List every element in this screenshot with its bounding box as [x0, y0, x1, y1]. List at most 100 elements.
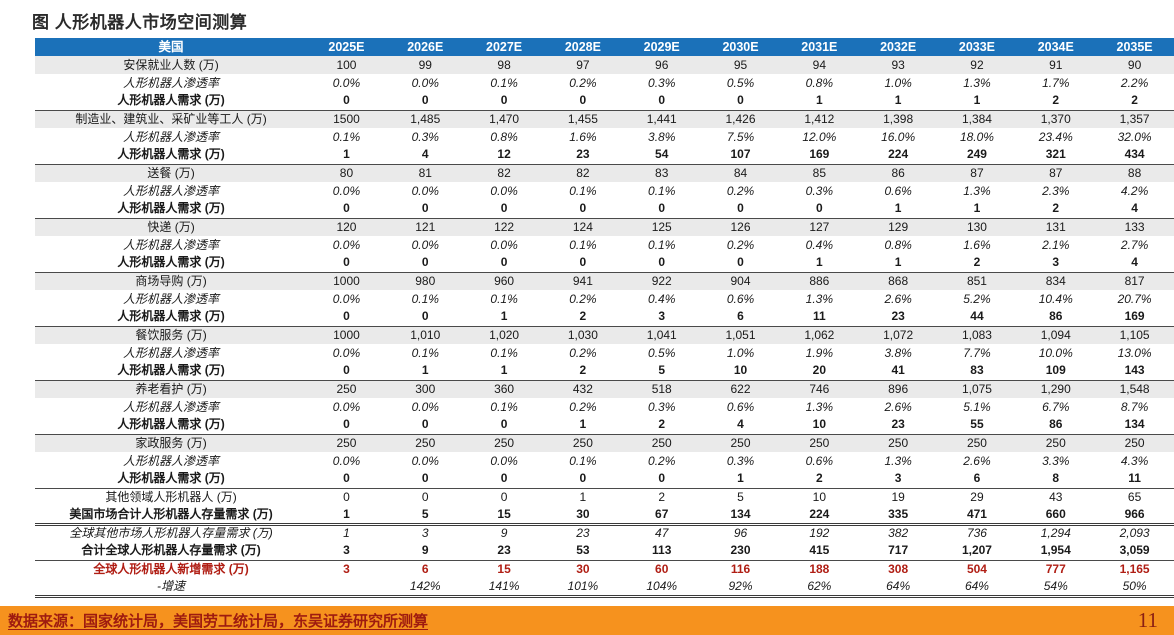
- header-year: 2034E: [1016, 38, 1096, 56]
- cell-value: 1.7%: [1042, 75, 1070, 90]
- cell-value: 15: [464, 506, 544, 526]
- cell-value: 1.9%: [805, 345, 833, 360]
- cell-value: 19: [891, 489, 905, 504]
- header-year: 2032E: [858, 38, 938, 56]
- cell-value: 0.8%: [805, 75, 833, 90]
- header-year: 2031E: [779, 38, 859, 56]
- cell-value: 12: [464, 146, 544, 165]
- cell-value: 20: [779, 362, 859, 381]
- cell-value: 0.2%: [726, 237, 755, 252]
- cell-value: 0.0%: [490, 183, 518, 198]
- row-label: 全球其他市场人形机器人存量需求 (万): [69, 526, 273, 541]
- cell-value: 904: [701, 272, 780, 290]
- cell-value: 0.5%: [648, 345, 676, 360]
- cell-value: 1,290: [1016, 380, 1096, 398]
- cell-value: 1: [385, 362, 465, 381]
- cell-value: 133: [1095, 218, 1174, 236]
- row-label: 人形机器人需求 (万): [35, 254, 308, 273]
- cell-value: 10.4%: [1038, 291, 1073, 306]
- row-label: 人形机器人需求 (万): [35, 92, 308, 111]
- cell-value: 224: [858, 146, 938, 165]
- cell-value: 129: [858, 218, 938, 236]
- cell-value: 65: [1127, 489, 1142, 504]
- cell-value: 0: [307, 254, 386, 273]
- cell-value: 0: [307, 362, 386, 381]
- cell-value: 0.0%: [332, 399, 361, 414]
- table-row: 人形机器人需求 (万) 0 0 0 0 0 0 0 1 1 2 4: [35, 200, 1174, 219]
- table-row: 全球人形机器人新增需求 (万) 3 6 15 30 60 116 188 308 504 777 1,…: [35, 560, 1174, 578]
- row-label: 人形机器人渗透率: [123, 129, 220, 144]
- cell-value: 0.2%: [648, 453, 676, 468]
- cell-value: 97: [543, 56, 623, 74]
- cell-value: 141%: [464, 578, 544, 598]
- cell-value: 107: [701, 146, 780, 165]
- cell-value: 0: [500, 489, 508, 504]
- cell-value: 60: [655, 561, 669, 576]
- cell-value: 250: [307, 434, 386, 452]
- cell-value: 1,384: [937, 110, 1017, 128]
- cell-value: 0.8%: [490, 129, 518, 144]
- cell-value: 127: [779, 218, 859, 236]
- row-label: 人形机器人渗透率: [123, 453, 220, 468]
- row-label: 安保就业人数 (万): [35, 56, 308, 74]
- cell-value: 250: [858, 434, 938, 452]
- cell-value: 0.1%: [490, 399, 518, 414]
- cell-value: 0.5%: [726, 75, 755, 90]
- table-row: 人形机器人需求 (万) 0 0 0 0 0 0 1 1 1 2 2: [35, 92, 1174, 111]
- cell-value: 125: [622, 218, 702, 236]
- table-row: 人形机器人需求 (万) 0 1 1 2 5 10 20 41 83 109 143: [35, 362, 1174, 381]
- cell-value: 2: [622, 416, 702, 435]
- cell-value: 471: [937, 506, 1017, 526]
- table-row: 美国市场合计人形机器人存量需求 (万) 1 5 15 30 67 134 224 335 471 6…: [35, 506, 1174, 526]
- cell-value: 1.3%: [805, 291, 833, 306]
- cell-value: 0: [385, 416, 465, 435]
- table-row: -增速 142% 141% 101% 104% 92% 62% 64% 64% 54% 50%: [35, 578, 1174, 598]
- cell-value: 82: [464, 164, 544, 182]
- cell-value: 2.1%: [1042, 237, 1070, 252]
- cell-value: 1,370: [1016, 110, 1096, 128]
- cell-value: 0.3%: [411, 129, 439, 144]
- cell-value: 2.6%: [884, 291, 912, 306]
- cell-value: 0: [421, 489, 429, 504]
- cell-value: 1: [464, 308, 544, 327]
- table-row: 合计全球人形机器人存量需求 (万) 3 9 23 53 113 230 415 717 1,207…: [35, 542, 1174, 561]
- row-label: 家政服务 (万): [35, 434, 308, 452]
- cell-value: 1: [343, 526, 350, 541]
- cell-value: 0: [543, 470, 623, 489]
- cell-value: 1: [307, 506, 386, 526]
- cell-value: 1: [858, 254, 938, 273]
- cell-value: 966: [1095, 506, 1174, 526]
- row-label: 其他领域人形机器人 (万): [105, 489, 237, 504]
- cell-value: 86: [1016, 308, 1096, 327]
- cell-value: 1: [937, 200, 1017, 219]
- cell-value: 0.1%: [569, 453, 597, 468]
- cell-value: 1,165: [1119, 561, 1150, 576]
- cell-value: 0.0%: [332, 183, 361, 198]
- cell-value: 868: [858, 272, 938, 290]
- cell-value: 777: [1045, 561, 1066, 576]
- cell-value: 96: [733, 526, 748, 541]
- cell-value: 9: [500, 526, 508, 541]
- cell-value: 1,075: [937, 380, 1017, 398]
- cell-value: 8: [1016, 470, 1096, 489]
- cell-value: 432: [543, 380, 623, 398]
- cell-value: 0: [307, 200, 386, 219]
- cell-value: 230: [701, 542, 780, 561]
- cell-value: 335: [858, 506, 938, 526]
- cell-value: 120: [307, 218, 386, 236]
- cell-value: 1: [779, 254, 859, 273]
- cell-value: 83: [622, 164, 702, 182]
- header-year: 2030E: [701, 38, 780, 56]
- cell-value: 9: [385, 542, 465, 561]
- cell-value: 4: [385, 146, 465, 165]
- cell-value: 434: [1095, 146, 1174, 165]
- table-row: 人形机器人渗透率 0.0% 0.1% 0.1% 0.2% 0.5% 1.0% 1.9% 3.8%…: [35, 344, 1174, 362]
- cell-value: 1.6%: [963, 237, 991, 252]
- cell-value: 92%: [701, 578, 780, 598]
- cell-value: 82: [543, 164, 623, 182]
- cell-value: 0: [343, 489, 350, 504]
- header-year: 2025E: [307, 38, 386, 56]
- cell-value: 360: [464, 380, 544, 398]
- cell-value: 0: [543, 254, 623, 273]
- cell-value: 87: [1016, 164, 1096, 182]
